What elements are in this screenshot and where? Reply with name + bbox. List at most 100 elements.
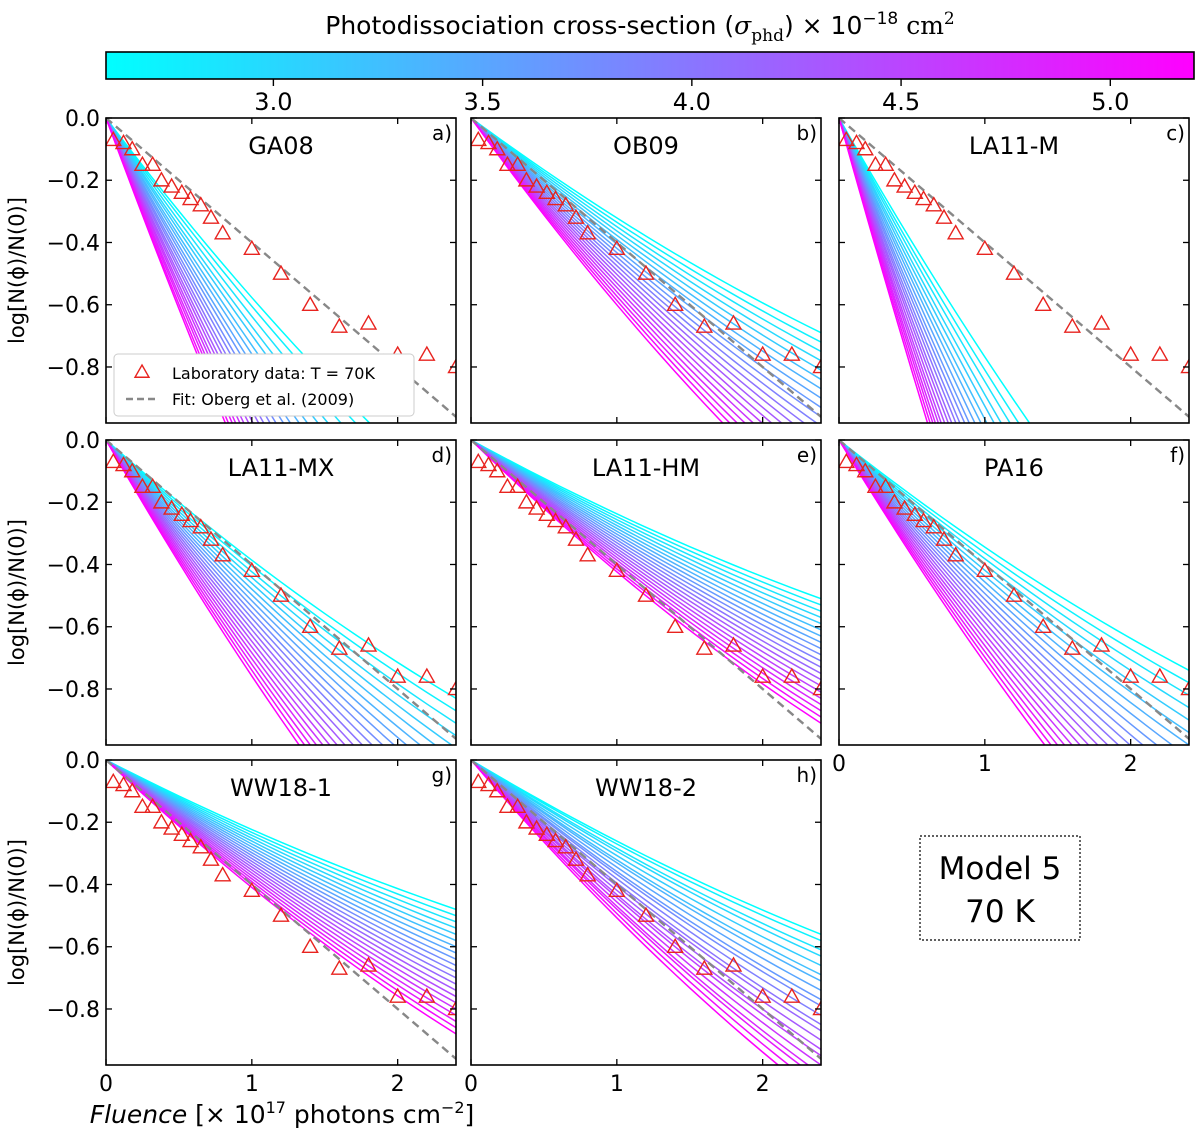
model-curve <box>471 118 821 343</box>
lab-data-point <box>202 530 220 546</box>
lab-data-point <box>783 987 801 1003</box>
lab-data-point <box>546 190 565 206</box>
model-curve <box>839 440 1120 745</box>
lab-data-point <box>637 906 655 922</box>
model-curve <box>106 440 456 737</box>
model-curve <box>839 440 1090 745</box>
model-curve <box>839 118 946 423</box>
lab-data-point <box>885 171 904 187</box>
panel-letter: e) <box>797 443 817 467</box>
lab-data-point <box>666 937 684 954</box>
lab-data-point <box>213 224 232 240</box>
model-curve <box>471 760 821 967</box>
model-curve <box>471 440 821 699</box>
panel-ticks <box>105 759 456 1065</box>
model-curve <box>471 760 821 942</box>
fit-line <box>839 440 1189 740</box>
model-curve <box>106 760 456 973</box>
model-curve <box>106 760 456 1010</box>
model-curve <box>106 118 342 423</box>
lab-data-point <box>133 797 152 814</box>
lab-data-point <box>213 866 232 882</box>
model-curve <box>106 440 437 745</box>
model-curve <box>471 760 821 1041</box>
model-curve <box>106 118 250 423</box>
lab-data-point <box>418 345 436 361</box>
model-curve <box>106 118 260 423</box>
lab-data-point <box>1180 680 1189 696</box>
lab-data-point <box>527 499 546 515</box>
model-curve <box>471 440 821 687</box>
model-curve <box>471 760 821 935</box>
lab-data-point <box>488 140 506 156</box>
lab-data-point <box>1034 617 1052 634</box>
model-curve <box>106 440 339 745</box>
model-curve <box>106 760 456 954</box>
lab-data-point <box>143 477 162 494</box>
lab-data-point <box>359 314 378 330</box>
lab-data-point <box>447 680 456 696</box>
lab-data-point <box>538 825 556 842</box>
model-curve <box>106 440 301 745</box>
lab-data-point <box>1063 639 1082 655</box>
model-curve <box>106 118 241 423</box>
model-curve <box>471 440 821 631</box>
lab-data-point <box>847 133 866 150</box>
fit-line <box>471 440 821 740</box>
panel-title: LA11-MX <box>228 454 335 482</box>
colorbar-tick-label: 3.0 <box>254 88 292 116</box>
lab-data-point <box>330 317 349 333</box>
panel-title: WW18-2 <box>595 774 697 802</box>
lab-data-point <box>330 959 349 975</box>
panel-letter: b) <box>797 121 818 145</box>
lab-data-point <box>1034 295 1052 312</box>
lab-data-point <box>508 477 527 494</box>
y-tick-label: −0.4 <box>47 553 100 578</box>
model-curve <box>839 118 971 423</box>
lab-data-point <box>876 477 895 494</box>
lab-data-point <box>143 155 162 172</box>
lab-data-point <box>608 239 626 256</box>
fit-line <box>106 440 456 740</box>
model-curve <box>471 440 821 625</box>
lab-data-point <box>418 667 436 683</box>
lab-data-point <box>1151 345 1169 361</box>
colorbar-tick-label: 4.0 <box>673 88 711 116</box>
x-tick-label: 0 <box>99 1072 113 1097</box>
panel-d: 0.0 −0.2 −0.4 −0.6 −0.8 log[N(ϕ)/N(0)] LA11-MX… <box>5 429 457 746</box>
model-curve <box>839 440 1174 745</box>
model-curve <box>839 440 1189 721</box>
panel-e: LA11-HM e) <box>470 439 822 746</box>
lab-data-point <box>106 772 122 789</box>
lab-data-point <box>847 455 866 472</box>
model-curve <box>471 440 821 650</box>
model-curve <box>839 440 1189 696</box>
lab-data-point <box>173 183 191 200</box>
lab-data-point <box>546 512 565 528</box>
model-curve <box>471 118 724 423</box>
panel-title: WW18-1 <box>230 774 332 802</box>
lab-data-point <box>272 264 290 280</box>
lab-data-point <box>724 636 743 652</box>
lab-data-point <box>906 183 924 200</box>
panel-plot-area <box>839 440 1189 745</box>
lab-data-point <box>192 518 210 534</box>
lab-data-point <box>106 452 122 469</box>
colorbar-title: Photodissociation cross-section (σphd) ×… <box>325 9 954 46</box>
y-tick-label: −0.6 <box>47 294 100 319</box>
model-curve <box>471 118 806 423</box>
model-curve <box>106 118 234 423</box>
panel-ticks <box>838 439 1189 745</box>
model-curve <box>471 440 821 718</box>
lab-data-point <box>567 530 585 546</box>
lab-data-point <box>695 317 714 333</box>
lab-data-point <box>243 561 261 578</box>
panel-a: 0.0 −0.2 −0.4 −0.6 −0.8 log[N(ϕ)/N(0)] GA08 a) L… <box>5 107 457 424</box>
x-tick-label: 1 <box>610 1072 624 1097</box>
model-curve <box>106 118 227 423</box>
colorbar-gradient <box>105 51 1195 80</box>
lab-data-point <box>695 959 714 975</box>
panel-letter: a) <box>432 121 452 145</box>
lab-data-point <box>839 452 855 469</box>
